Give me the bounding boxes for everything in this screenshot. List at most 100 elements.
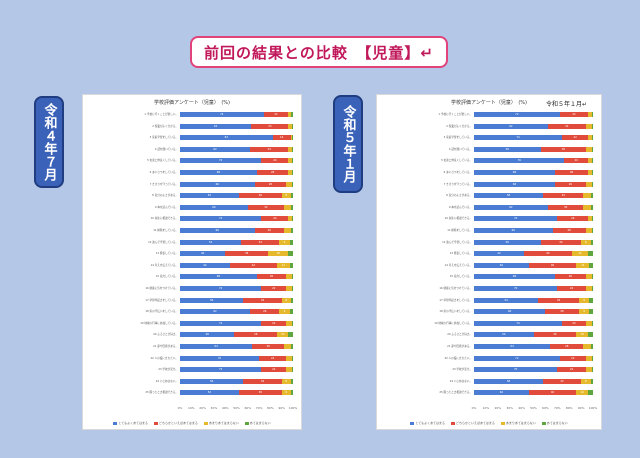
category-label: 24 いじめはない。 bbox=[449, 379, 472, 383]
data-label: 11 bbox=[281, 263, 286, 267]
chart-row: 4 話を聞いている。 62 34 bbox=[83, 146, 301, 152]
data-label: 24 bbox=[270, 356, 275, 360]
data-label: 26 bbox=[571, 217, 575, 221]
bar-segment bbox=[283, 344, 291, 349]
chart-row: 13 発表している。 40 38 18 bbox=[83, 251, 301, 257]
data-label: 38 bbox=[561, 147, 565, 151]
bar-segment bbox=[588, 216, 592, 222]
stacked-bar: 44 42 11 bbox=[180, 262, 293, 268]
bar-segment bbox=[290, 378, 293, 384]
category-label: 16 健康に気をつけている。 bbox=[439, 287, 472, 290]
bar-segment bbox=[290, 390, 293, 396]
legend-swatch bbox=[410, 421, 415, 425]
x-tick-label: 50% bbox=[530, 406, 537, 410]
bar-segment bbox=[290, 112, 293, 117]
bar-segment bbox=[290, 228, 293, 233]
data-label: 32 bbox=[264, 205, 268, 209]
bar-segment: 14 bbox=[571, 251, 589, 257]
stacked-bar: 72 22 bbox=[180, 367, 293, 373]
data-label: 34 bbox=[559, 240, 563, 244]
chart-row: 8 自分のよさがある。 58 34 bbox=[377, 193, 601, 199]
data-label: 24 bbox=[572, 113, 576, 116]
category-label: 11 掃除をしている。 bbox=[447, 229, 472, 232]
bar-segment bbox=[289, 262, 293, 268]
data-label: 40 bbox=[546, 252, 550, 256]
x-tick-label: 100% bbox=[588, 406, 598, 410]
bar-segment bbox=[283, 228, 291, 233]
category-label: 21 夢や目標がある。 bbox=[447, 345, 472, 348]
bar-segment: 74 bbox=[474, 320, 563, 326]
bar-segment: 22 bbox=[263, 112, 289, 117]
chart-row: 11 掃除をしている。 66 28 bbox=[377, 228, 601, 233]
x-tick-label: 90% bbox=[278, 406, 286, 410]
bar-segment: 9 bbox=[279, 309, 290, 315]
chart-title: 学校評価アンケート（児童） (%) bbox=[154, 100, 230, 106]
bar-segment: 22 bbox=[559, 355, 586, 361]
bar-segment: 40 bbox=[523, 251, 572, 257]
data-label: 66 bbox=[215, 182, 219, 186]
bar-segment bbox=[588, 251, 593, 257]
stacked-bar: 56 34 8 bbox=[180, 297, 293, 303]
bar-segment: 72 bbox=[180, 158, 262, 164]
chart-row: 19 地域の行事に参加している。 74 20 bbox=[377, 320, 601, 326]
stacked-bar: 74 22 bbox=[180, 112, 293, 117]
bar-segment bbox=[291, 135, 293, 141]
data-label: 9 bbox=[583, 310, 585, 314]
legend-label: とてもよくあてはまる bbox=[118, 421, 148, 425]
chart-row: 22 人の役に立ちたい。 72 22 bbox=[377, 355, 601, 361]
chart-row: 11 掃除をしている。 66 26 bbox=[83, 228, 301, 233]
category-label: 12 進んで学習している。 bbox=[148, 240, 178, 244]
bar-segment: 22 bbox=[562, 135, 589, 141]
bar-segment: 28 bbox=[550, 344, 584, 349]
data-label: 26 bbox=[568, 275, 573, 279]
data-label: 32 bbox=[560, 379, 564, 383]
bar-segment: 10 bbox=[576, 390, 589, 396]
bar-segment: 68 bbox=[474, 181, 555, 187]
data-label: 8 bbox=[285, 391, 288, 395]
data-label: 24 bbox=[273, 217, 277, 221]
chart-row: 3 家庭学習をしている。 74 22 bbox=[377, 135, 601, 141]
bar-segment: 48 bbox=[180, 332, 235, 338]
bar-segment bbox=[590, 344, 593, 349]
data-label: 22 bbox=[272, 287, 276, 290]
bar-segment bbox=[291, 123, 293, 129]
chart-row: 14 考えを伝えている。 46 40 11 bbox=[377, 262, 601, 268]
stacked-bar: 68 28 bbox=[474, 170, 593, 175]
stacked-bar: 40 38 18 bbox=[180, 251, 293, 257]
bar-segment bbox=[291, 216, 293, 222]
bar-segment: 64 bbox=[474, 344, 551, 349]
chart-row: 9 本を読んでいる。 62 30 bbox=[377, 204, 601, 210]
x-tick-label: 100% bbox=[288, 406, 298, 410]
bar-segment: 11 bbox=[576, 262, 590, 268]
category-label: 3 家庭学習をしている。 bbox=[443, 136, 472, 140]
data-label: 68 bbox=[512, 171, 517, 174]
chart-panel-current: 学校評価アンケート（児童） (%) 令和５年１月↵ 1 学校に行くことが楽しい。… bbox=[376, 94, 602, 430]
bar-segment: 28 bbox=[256, 170, 289, 175]
bar-segment: 62 bbox=[180, 309, 251, 315]
bar-segment bbox=[591, 146, 593, 152]
bar-segment: 8 bbox=[281, 193, 291, 199]
data-label: 38 bbox=[245, 252, 249, 256]
period-label-current: 令和５年１月 bbox=[333, 95, 363, 193]
bar-segment bbox=[288, 158, 292, 164]
bar-segment: 34 bbox=[243, 378, 282, 384]
category-label: 12 進んで学習している。 bbox=[442, 240, 472, 244]
bar-segment: 54 bbox=[180, 239, 242, 245]
data-label: 38 bbox=[254, 333, 258, 337]
bar-segment: 34 bbox=[250, 146, 289, 152]
category-label: 8 自分のよさがある。 bbox=[446, 194, 472, 198]
data-label: 68 bbox=[216, 275, 221, 279]
bar-segment bbox=[286, 274, 292, 280]
bar-segment: 22 bbox=[261, 320, 287, 326]
bar-segment: 28 bbox=[254, 181, 287, 187]
category-label: 1 学校に行くことが楽しい。 bbox=[438, 113, 472, 116]
data-label: 50 bbox=[502, 333, 506, 337]
bar-segment bbox=[286, 286, 292, 291]
chart-row: 6 あいさつをしている。 68 28 bbox=[83, 170, 301, 175]
chart-row: 24 いじめはない。 58 32 8 bbox=[377, 378, 601, 384]
bar-segment: 16 bbox=[272, 135, 291, 141]
category-label: 8 自分のよさがある。 bbox=[152, 194, 178, 198]
chart-row: 13 発表している。 42 40 14 bbox=[377, 251, 601, 257]
bar-segment: 18 bbox=[268, 251, 289, 257]
category-label: 22 人の役に立ちたい。 bbox=[150, 356, 178, 360]
